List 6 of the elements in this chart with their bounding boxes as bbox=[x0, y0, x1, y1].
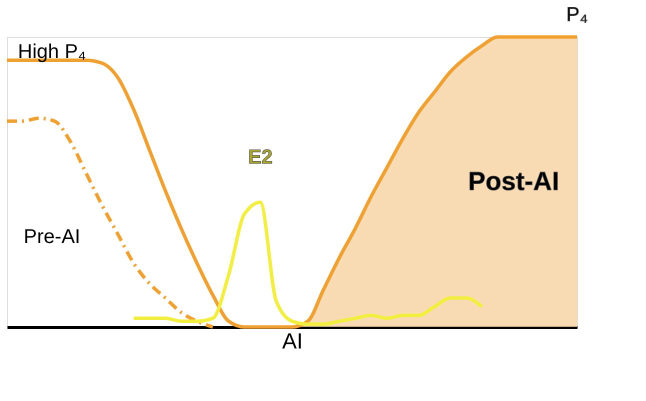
series-label: E2 bbox=[248, 146, 273, 168]
annotation: Pre-AI bbox=[24, 226, 80, 248]
series-label: Post-AI bbox=[468, 166, 560, 196]
series-label: P₄ bbox=[566, 4, 588, 26]
annotation: High P₄ bbox=[18, 41, 86, 63]
x-axis-title: AI bbox=[282, 328, 303, 354]
